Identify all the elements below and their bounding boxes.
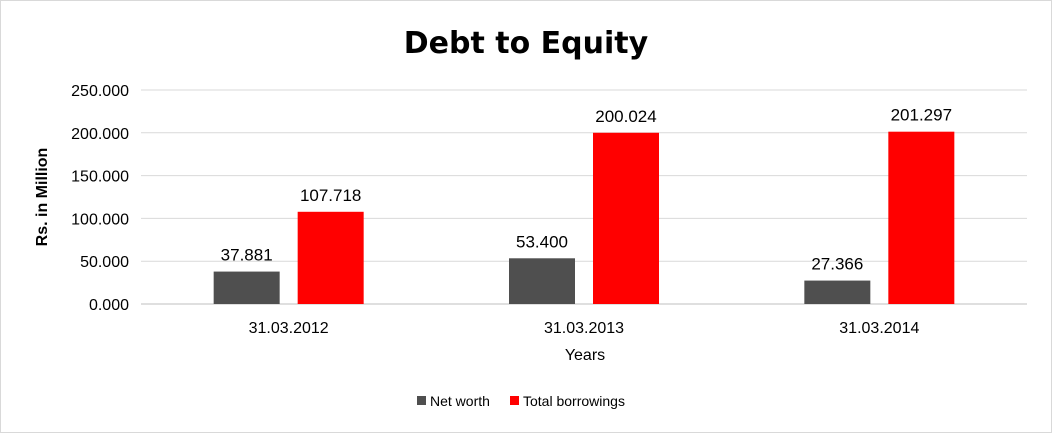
legend-swatch bbox=[510, 396, 519, 405]
data-label: 200.024 bbox=[595, 107, 656, 126]
x-axis-title: Years bbox=[565, 347, 605, 364]
y-tick-label: 150.000 bbox=[71, 169, 129, 186]
bar bbox=[213, 271, 280, 304]
bars: 37.881 107.718 53.400 200.024 27.366 201.297 bbox=[213, 106, 955, 304]
bar bbox=[804, 280, 871, 304]
y-axis-title: Rs. in Million bbox=[34, 148, 51, 247]
y-axis-ticks: 0.000 50.000 100.000 150.000 200.000 250.000 bbox=[71, 83, 129, 314]
legend-swatch bbox=[417, 396, 426, 405]
x-axis-ticks: 31.03.2012 31.03.2013 31.03.2014 bbox=[249, 320, 920, 337]
gridlines bbox=[141, 89, 1027, 262]
legend-label: Total borrowings bbox=[523, 393, 625, 409]
data-label: 27.366 bbox=[811, 255, 863, 274]
chart-title: Debt to Equity bbox=[404, 26, 649, 61]
x-tick-label: 31.03.2013 bbox=[544, 320, 624, 337]
data-label: 37.881 bbox=[221, 246, 273, 265]
data-label: 201.297 bbox=[891, 106, 952, 125]
x-tick-label: 31.03.2014 bbox=[839, 320, 919, 337]
bar bbox=[593, 132, 659, 304]
y-tick-label: 100.000 bbox=[71, 211, 129, 228]
data-label: 53.400 bbox=[516, 232, 568, 251]
legend: Net worth Total borrowings bbox=[417, 393, 625, 409]
data-label: 107.718 bbox=[300, 186, 361, 205]
x-tick-label: 31.03.2012 bbox=[249, 320, 329, 337]
bar bbox=[888, 131, 955, 304]
y-tick-label: 200.000 bbox=[71, 126, 129, 143]
legend-label: Net worth bbox=[430, 393, 490, 409]
bar bbox=[509, 258, 575, 304]
bar bbox=[297, 211, 364, 304]
y-tick-label: 50.000 bbox=[80, 254, 129, 271]
y-tick-label: 250.000 bbox=[71, 83, 129, 100]
y-tick-label: 0.000 bbox=[89, 297, 129, 314]
